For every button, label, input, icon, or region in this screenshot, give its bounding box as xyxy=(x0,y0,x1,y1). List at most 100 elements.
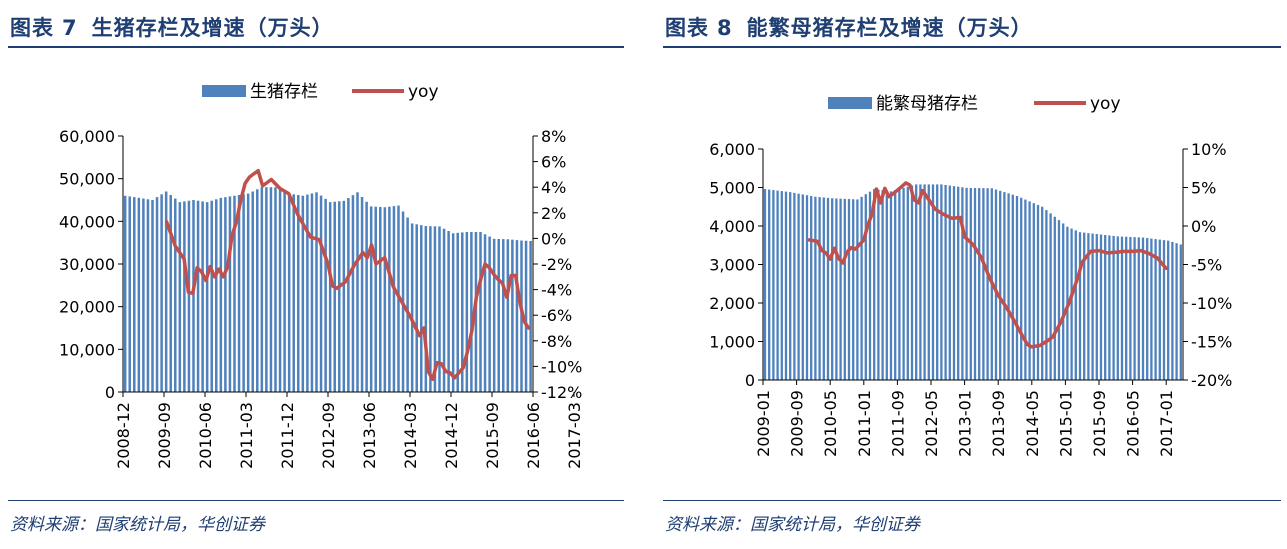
bar xyxy=(356,192,359,392)
bar xyxy=(242,194,245,392)
bar xyxy=(1112,235,1115,380)
bar xyxy=(776,190,779,380)
y-left-tick-label: 10,000 xyxy=(59,340,115,359)
bar xyxy=(392,206,396,392)
bar xyxy=(894,190,897,380)
bar xyxy=(1146,238,1149,380)
bar xyxy=(814,196,817,380)
bar xyxy=(936,184,939,380)
bar xyxy=(379,206,382,392)
bar xyxy=(187,200,191,392)
y-left-tick-label: 0 xyxy=(745,371,755,390)
bar xyxy=(1083,232,1086,380)
x-tick-label: 2013-09 xyxy=(989,390,1008,457)
bar xyxy=(438,226,441,392)
bar xyxy=(287,193,291,392)
bar xyxy=(483,234,487,392)
figure-title: 图表 7 生猪存栏及增速（万头） xyxy=(10,12,334,42)
y-right-tick-label: -2% xyxy=(541,255,572,274)
bar xyxy=(793,192,796,380)
x-tick-label: 2017-03 xyxy=(565,402,584,469)
bar xyxy=(174,198,177,392)
x-tick-label: 2014-12 xyxy=(442,402,461,469)
bar xyxy=(1049,213,1052,380)
x-tick-label: 2008-12 xyxy=(114,402,133,469)
bar xyxy=(965,187,968,380)
bar xyxy=(388,206,391,392)
bar xyxy=(488,236,491,392)
bar xyxy=(278,189,282,392)
bar xyxy=(283,191,286,392)
bar xyxy=(1070,228,1073,380)
bar xyxy=(1041,206,1044,380)
bar xyxy=(877,189,880,380)
bar xyxy=(1167,240,1170,380)
bar xyxy=(1137,237,1140,380)
bar xyxy=(923,184,926,380)
bar xyxy=(1057,220,1061,380)
x-tick-label: 2009-09 xyxy=(788,390,807,457)
bar xyxy=(315,192,318,392)
chart-panel-hog-inventory: 图表 7 生猪存栏及增速（万头） 生猪存栏 yoy 0 10,000 20,000 30,00… xyxy=(0,0,630,549)
bar xyxy=(128,196,131,392)
source-note: 资料来源：国家统计局，华创证券 xyxy=(10,515,265,535)
x-tick-label: 2010-05 xyxy=(821,390,840,457)
y-right-tick-label: -10% xyxy=(1191,294,1232,313)
x-tick-label: 2015-01 xyxy=(1056,390,1075,457)
bar xyxy=(137,197,141,392)
figure-caption: 生猪存栏及增速（万头） xyxy=(91,16,334,40)
x-tick-label: 2015-09 xyxy=(1090,390,1109,457)
y-left-tick-label: 50,000 xyxy=(59,170,115,189)
bar xyxy=(1020,197,1023,380)
y-left-tick-label: 0 xyxy=(105,383,115,402)
title-rule xyxy=(663,46,1281,48)
bar xyxy=(1150,238,1153,380)
bar xyxy=(205,202,209,392)
y-left-tick-label: 40,000 xyxy=(59,212,115,231)
bar xyxy=(233,195,236,392)
x-tick-label: 2011-09 xyxy=(888,390,907,457)
source-rule xyxy=(663,500,1281,501)
bar xyxy=(1007,193,1010,380)
bar xyxy=(898,189,901,380)
bar xyxy=(810,195,813,380)
figure-number: 7 xyxy=(62,16,78,40)
y-left-tick-label: 1,000 xyxy=(709,333,755,352)
figure-title: 图表 8 能繁母猪存栏及增速（万头） xyxy=(665,12,1033,42)
bar xyxy=(333,201,336,392)
bar xyxy=(801,194,804,380)
legend-bar-swatch xyxy=(828,97,872,109)
bar xyxy=(826,197,830,380)
bar xyxy=(1162,240,1166,380)
y-left-tick-label: 60,000 xyxy=(59,127,115,146)
bar xyxy=(306,194,309,392)
bar xyxy=(1024,199,1027,380)
bar xyxy=(818,197,821,381)
y-right-tick-label: 8% xyxy=(541,127,566,146)
bar xyxy=(319,195,323,392)
bar xyxy=(155,197,159,392)
bar xyxy=(292,194,295,392)
bar xyxy=(986,188,989,380)
source-note: 资料来源：国家统计局，华创证券 xyxy=(665,515,920,535)
bar xyxy=(843,198,846,380)
bar xyxy=(768,189,771,380)
bar xyxy=(994,189,998,380)
bar xyxy=(228,196,232,392)
bar xyxy=(1087,233,1090,380)
bar xyxy=(447,231,450,392)
bar xyxy=(1053,216,1056,380)
bar xyxy=(310,193,314,392)
y-right-tick-label: -8% xyxy=(541,332,572,351)
legend-bar-label: 能繁母猪存栏 xyxy=(876,94,978,114)
bar xyxy=(461,232,464,392)
bar xyxy=(479,232,482,392)
bar xyxy=(210,200,213,392)
y-left-tick-label: 20,000 xyxy=(59,298,115,317)
bar xyxy=(780,191,783,380)
bar xyxy=(1045,210,1048,380)
sow-inventory-chart: 能繁母猪存栏 yoy 0 1,000 2,000 3,000 4,000 5,000 6,000… xyxy=(709,94,1232,457)
x-tick-label: 2012-05 xyxy=(922,390,941,457)
bar xyxy=(502,239,505,392)
yoy-line xyxy=(164,168,531,381)
